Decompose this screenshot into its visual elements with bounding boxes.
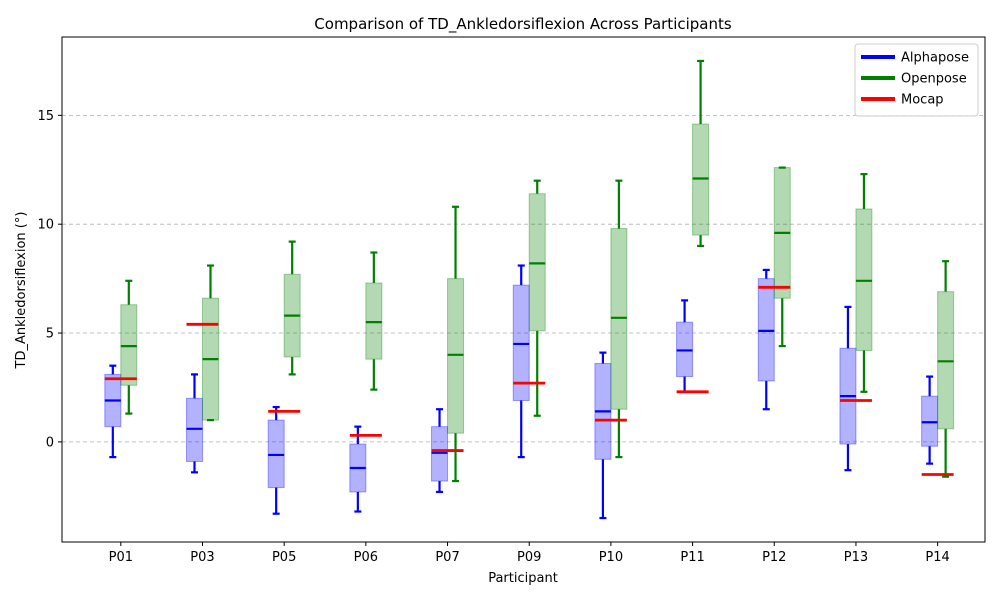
x-tick-label: P05 <box>272 550 296 565</box>
box-openpose-P06 <box>365 251 383 391</box>
y-axis: 0 5 10 15 <box>37 109 62 450</box>
x-tick-label: P07 <box>435 550 459 565</box>
x-tick-label: P14 <box>925 550 949 565</box>
box-openpose-P13 <box>855 173 873 393</box>
box-openpose-P07 <box>447 205 465 483</box>
legend-label-mocap: Mocap <box>901 93 944 108</box>
box-alphapose-P14 <box>921 375 939 465</box>
box-openpose-P03 <box>201 264 219 422</box>
x-tick-label: P13 <box>844 550 868 565</box>
box-openpose-P12 <box>773 166 791 348</box>
box-alphapose-P13 <box>839 305 857 472</box>
box-alphapose-P03 <box>185 373 203 474</box>
box-openpose-P01 <box>120 279 138 415</box>
box-openpose-P05 <box>283 240 301 376</box>
legend-label-openpose: Openpose <box>901 72 967 87</box>
box-alphapose-P10 <box>594 351 612 520</box>
chart-title: Comparison of TD_Ankledorsiflexion Acros… <box>314 15 732 34</box>
x-tick-label: P09 <box>517 550 541 565</box>
plot-marks <box>104 59 955 520</box>
y-tick-label: 0 <box>46 435 54 450</box>
legend-label-alphapose: Alphapose <box>901 51 969 66</box>
box-openpose-P10 <box>610 179 628 459</box>
box-alphapose-P07 <box>431 408 449 494</box>
y-axis-label: TD_Ankledorsiflexion (°) <box>14 212 29 370</box>
y-tick-label: 10 <box>37 218 54 233</box>
x-tick-label: P06 <box>354 550 378 565</box>
plot-frame <box>61 36 986 543</box>
box-alphapose-P11 <box>676 299 694 393</box>
y-tick-label: 15 <box>37 109 54 124</box>
x-tick-label: P01 <box>109 550 133 565</box>
x-tick-label: P11 <box>680 550 704 565</box>
box-alphapose-P09 <box>512 264 530 459</box>
box-alphapose-P12 <box>757 268 775 411</box>
box-alphapose-P01 <box>104 364 122 459</box>
x-axis-label: Participant <box>488 571 558 586</box>
box-openpose-P11 <box>692 59 710 248</box>
box-openpose-P09 <box>528 179 546 417</box>
x-tick-label: P12 <box>762 550 786 565</box>
x-tick-label: P03 <box>190 550 214 565</box>
box-openpose-P14 <box>937 260 955 478</box>
x-axis: P01 P03 P05 P06 P07 P09 P10 P11 P12 P13 P14 <box>109 542 950 565</box>
x-tick-label: P10 <box>599 550 623 565</box>
box-alphapose-P05 <box>267 405 285 515</box>
y-tick-label: 5 <box>46 327 54 342</box>
legend: Alphapose Openpose Mocap <box>854 43 979 117</box>
